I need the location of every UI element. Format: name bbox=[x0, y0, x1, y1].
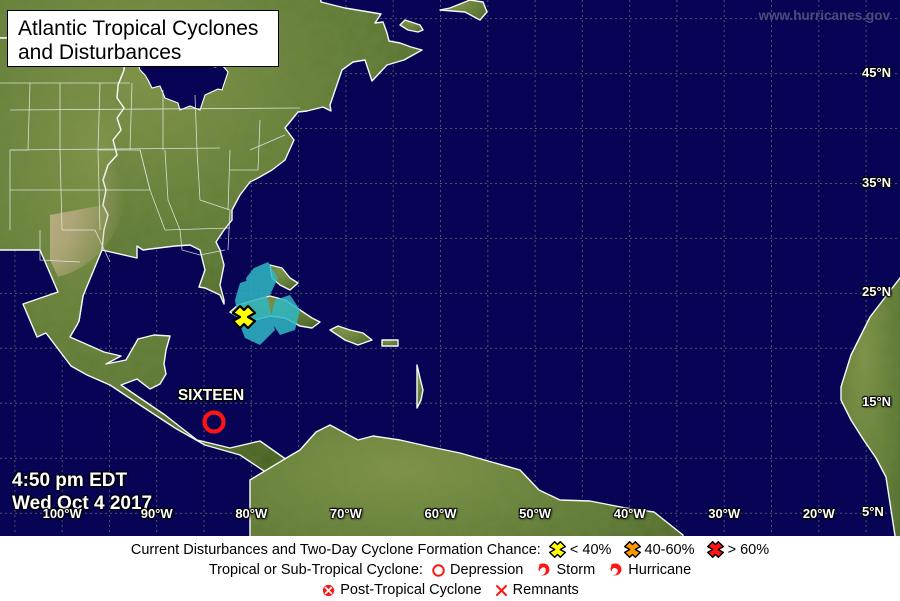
svg-text:SIXTEEN: SIXTEEN bbox=[178, 387, 244, 404]
